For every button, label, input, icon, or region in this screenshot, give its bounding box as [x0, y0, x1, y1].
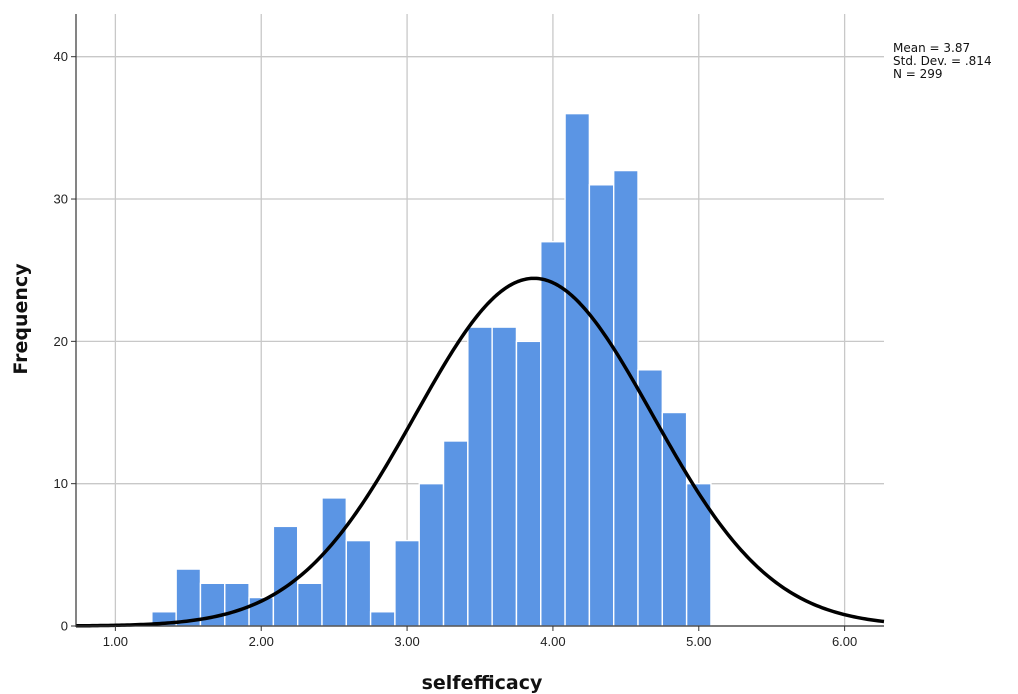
normal-curve — [75, 276, 885, 628]
histogram-bar — [175, 568, 202, 627]
x-tick-label: 1.00 — [103, 634, 128, 649]
histogram-bar — [661, 411, 688, 627]
histogram-bar — [321, 497, 348, 627]
histogram-bar — [345, 539, 372, 627]
histogram-bar — [467, 326, 493, 627]
normal-curve-layer — [75, 276, 885, 628]
y-tick-label: 30 — [54, 192, 68, 207]
histogram-bar — [394, 539, 420, 627]
y-axis-title: Frequency — [10, 263, 32, 375]
x-axis-title: selfefficacy — [422, 672, 543, 694]
histogram-bar — [540, 241, 566, 627]
histogram-bar — [491, 326, 518, 627]
histogram-bar — [272, 525, 299, 627]
histogram-bar — [224, 582, 250, 627]
y-tick-label: 0 — [61, 619, 68, 634]
histogram-bar — [515, 340, 542, 627]
histogram-bar — [418, 482, 445, 627]
tick-labels: 1.00 2.00 3.00 4.00 5.00 6.00 0 10 20 30 40 — [54, 49, 858, 649]
x-tick-label: 5.00 — [686, 634, 711, 649]
x-tick-label: 2.00 — [249, 634, 274, 649]
y-tick-label: 10 — [54, 476, 68, 491]
histogram-bar — [296, 582, 323, 627]
histogram-bar — [588, 184, 615, 627]
x-tick-label: 6.00 — [832, 634, 857, 649]
x-tick-label: 4.00 — [540, 634, 565, 649]
y-tick-label: 40 — [54, 49, 68, 64]
x-tick-label: 3.00 — [394, 634, 419, 649]
stat-mean: Mean = 3.87 — [893, 41, 971, 55]
histogram-bar — [612, 169, 639, 627]
histogram-bar — [564, 112, 591, 627]
histogram-bar — [442, 440, 469, 627]
stat-std-dev: Std. Dev. = .814 — [893, 54, 992, 68]
axes — [71, 14, 884, 631]
stat-n: N = 299 — [893, 67, 943, 81]
histogram-bar — [369, 611, 396, 627]
y-tick-label: 20 — [54, 334, 68, 349]
stats-legend: Mean = 3.87 Std. Dev. = .814 N = 299 — [893, 42, 992, 81]
